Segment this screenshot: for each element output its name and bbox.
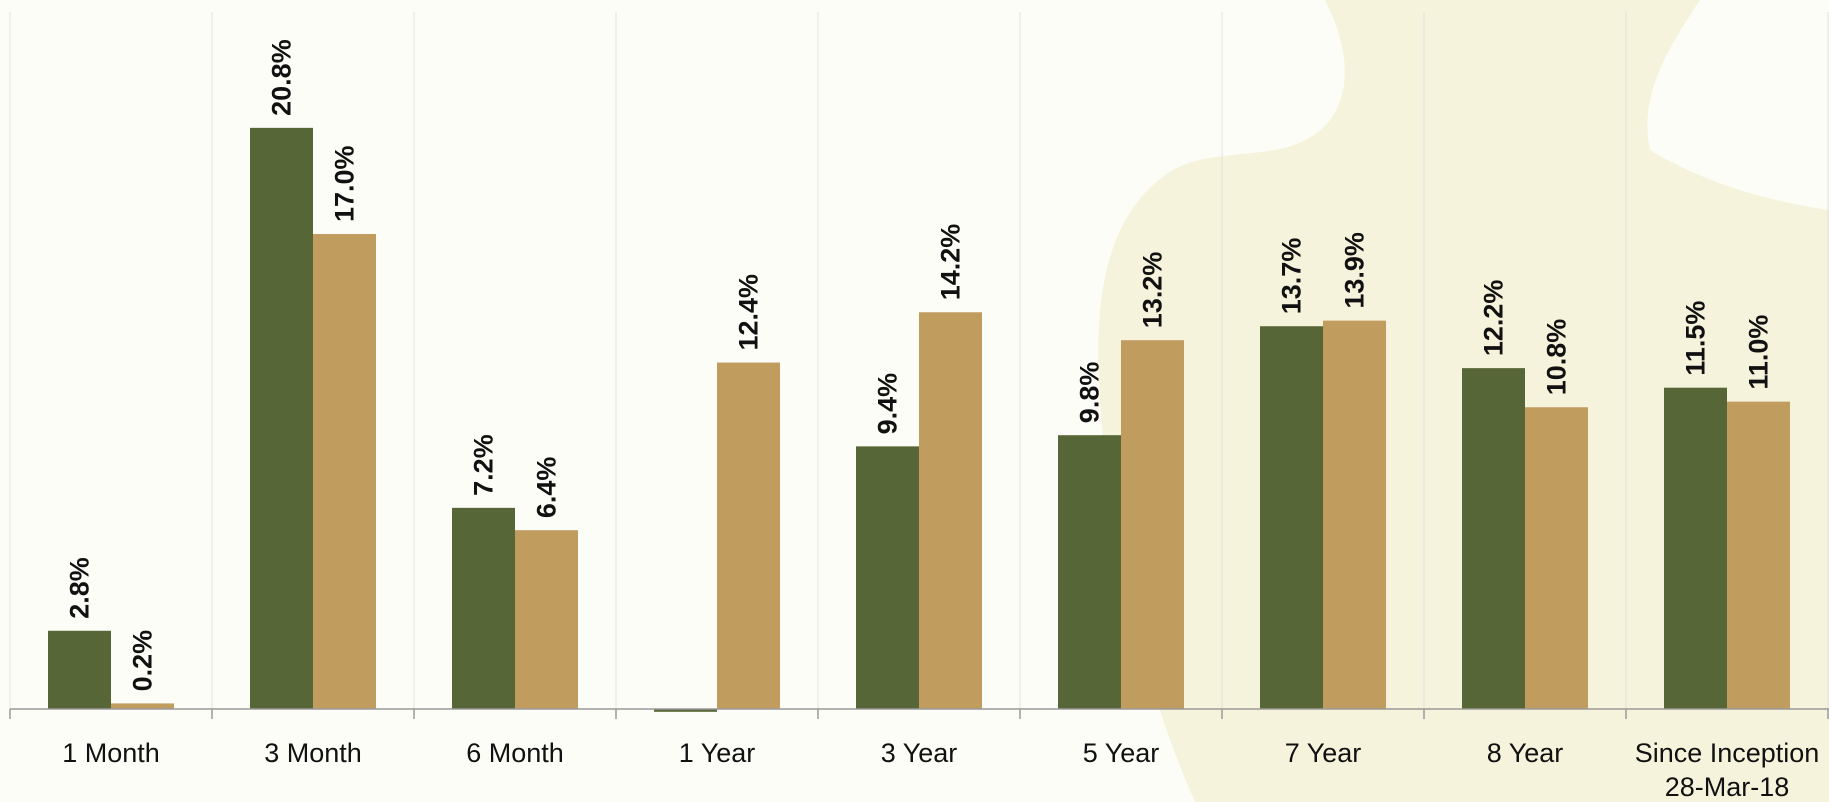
category-label-9: Since Inception 28-Mar-18 [1635,738,1820,802]
category-label-line: 3 Month [264,738,362,768]
data-label-series-1-2: 20.8% [267,39,297,116]
category-label-line: 28-Mar-18 [1665,772,1790,802]
category-label-line: 1 Month [62,738,160,768]
bar-series-1-2 [250,127,313,709]
data-label-series-1-9: 11.5% [1681,301,1711,376]
data-label-series-1-6: 9.8% [1075,362,1105,424]
bar-series-2-4 [717,362,780,709]
bar-series-2-1 [111,703,174,709]
bar-series-2-5 [919,312,982,709]
category-separators [9,12,1829,709]
bar-series-layer [48,127,1790,712]
category-label-line: 3 Year [881,738,958,768]
data-label-series-1-1: 2.8% [65,557,95,619]
data-label-series-2-4: 12.4% [734,274,764,351]
category-label-2: 3 Month [264,738,362,768]
category-label-6: 5 Year [1083,738,1160,768]
category-label-line: 7 Year [1285,738,1362,768]
x-axis [9,708,1829,719]
bar-series-1-7 [1260,326,1323,709]
bar-series-1-8 [1462,368,1525,709]
data-labels-layer: 2.8% 20.8% 7.2% 9.4% 9.8% 13.7% 12.2% 11.5% 0.2%… [65,39,1774,691]
category-label-1: 1 Month [62,738,160,768]
bar-series-1-5 [856,446,919,709]
data-label-series-2-9: 11.0% [1744,315,1774,390]
bar-series-2-2 [313,234,376,709]
data-label-series-1-8: 12.2% [1479,280,1509,357]
bar-series-1-4 [654,709,717,712]
bar-series-2-3 [515,530,578,709]
bar-series-1-1 [48,630,111,709]
data-label-series-1-7: 13.7% [1277,238,1307,315]
data-label-series-2-7: 13.9% [1340,232,1370,309]
category-label-line: 6 Month [466,738,564,768]
data-label-series-2-6: 13.2% [1138,252,1168,329]
bar-series-1-9 [1664,387,1727,709]
data-label-series-1-5: 9.4% [873,373,903,435]
bar-series-2-8 [1525,407,1588,709]
category-label-line: Since Inception [1635,738,1820,768]
category-label-line: 8 Year [1487,738,1564,768]
category-label-5: 3 Year [881,738,958,768]
bar-series-2-6 [1121,340,1184,709]
category-label-line: 5 Year [1083,738,1160,768]
data-label-series-2-2: 17.0% [330,145,360,222]
bar-series-2-7 [1323,320,1386,709]
category-label-7: 7 Year [1285,738,1362,768]
data-label-series-2-3: 6.4% [532,457,562,519]
category-label-4: 1 Year [679,738,756,768]
bar-series-1-6 [1058,435,1121,709]
data-label-series-2-1: 0.2% [128,630,158,692]
data-label-series-1-3: 7.2% [469,434,499,496]
bar-series-1-3 [452,507,515,709]
data-label-series-2-8: 10.8% [1542,319,1572,396]
bar-series-2-9 [1727,401,1790,709]
category-label-3: 6 Month [466,738,564,768]
data-label-series-2-5: 14.2% [936,224,966,301]
category-label-8: 8 Year [1487,738,1564,768]
category-label-line: 1 Year [679,738,756,768]
category-labels-layer: 1 Month 3 Month 6 Month 1 Year 3 Year 5 Year 7… [62,738,1819,802]
